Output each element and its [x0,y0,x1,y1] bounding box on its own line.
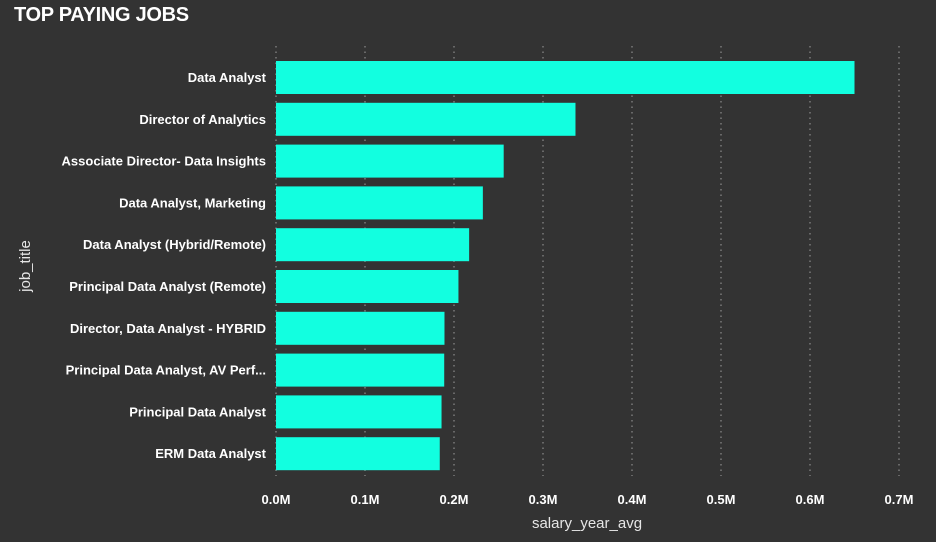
x-axis-title: salary_year_avg [532,515,642,532]
bar[interactable] [276,353,445,387]
bar[interactable] [276,228,470,262]
category-label: Data Analyst, Marketing [119,195,266,210]
x-tick-labels: 0.0M 0.1M 0.2M 0.3M 0.4M 0.5M 0.6M 0.7M [262,492,914,507]
y-axis-title: job_title [17,240,34,293]
bar[interactable] [276,61,855,94]
category-label: Principal Data Analyst [129,404,266,419]
x-tick-label: 0.2M [440,492,469,507]
chart-title: TOP PAYING JOBS [14,4,189,26]
bar[interactable] [276,186,483,220]
category-label: Data Analyst (Hybrid/Remote) [83,237,266,252]
category-label: Associate Director- Data Insights [62,154,266,169]
x-tick-label: 0.4M [618,492,647,507]
category-labels: Data Analyst Director of Analytics Associa… [62,70,267,461]
x-tick-label: 0.3M [529,492,558,507]
bar[interactable] [276,144,504,178]
bar[interactable] [276,270,459,303]
bar[interactable] [276,437,440,471]
bar[interactable] [276,395,442,429]
bars [276,61,855,471]
category-label: Director, Data Analyst - HYBRID [70,321,266,336]
bar[interactable] [276,311,445,345]
x-tick-label: 0.1M [351,492,380,507]
category-label: Director of Analytics [139,112,266,127]
x-tick-label: 0.6M [796,492,825,507]
category-label: ERM Data Analyst [155,446,266,461]
x-tick-label: 0.5M [707,492,736,507]
category-label: Principal Data Analyst, AV Perf... [66,363,266,378]
bar[interactable] [276,102,576,136]
x-tick-label: 0.7M [885,492,914,507]
category-label: Data Analyst [188,70,267,85]
category-label: Principal Data Analyst (Remote) [69,279,266,294]
x-tick-label: 0.0M [262,492,291,507]
